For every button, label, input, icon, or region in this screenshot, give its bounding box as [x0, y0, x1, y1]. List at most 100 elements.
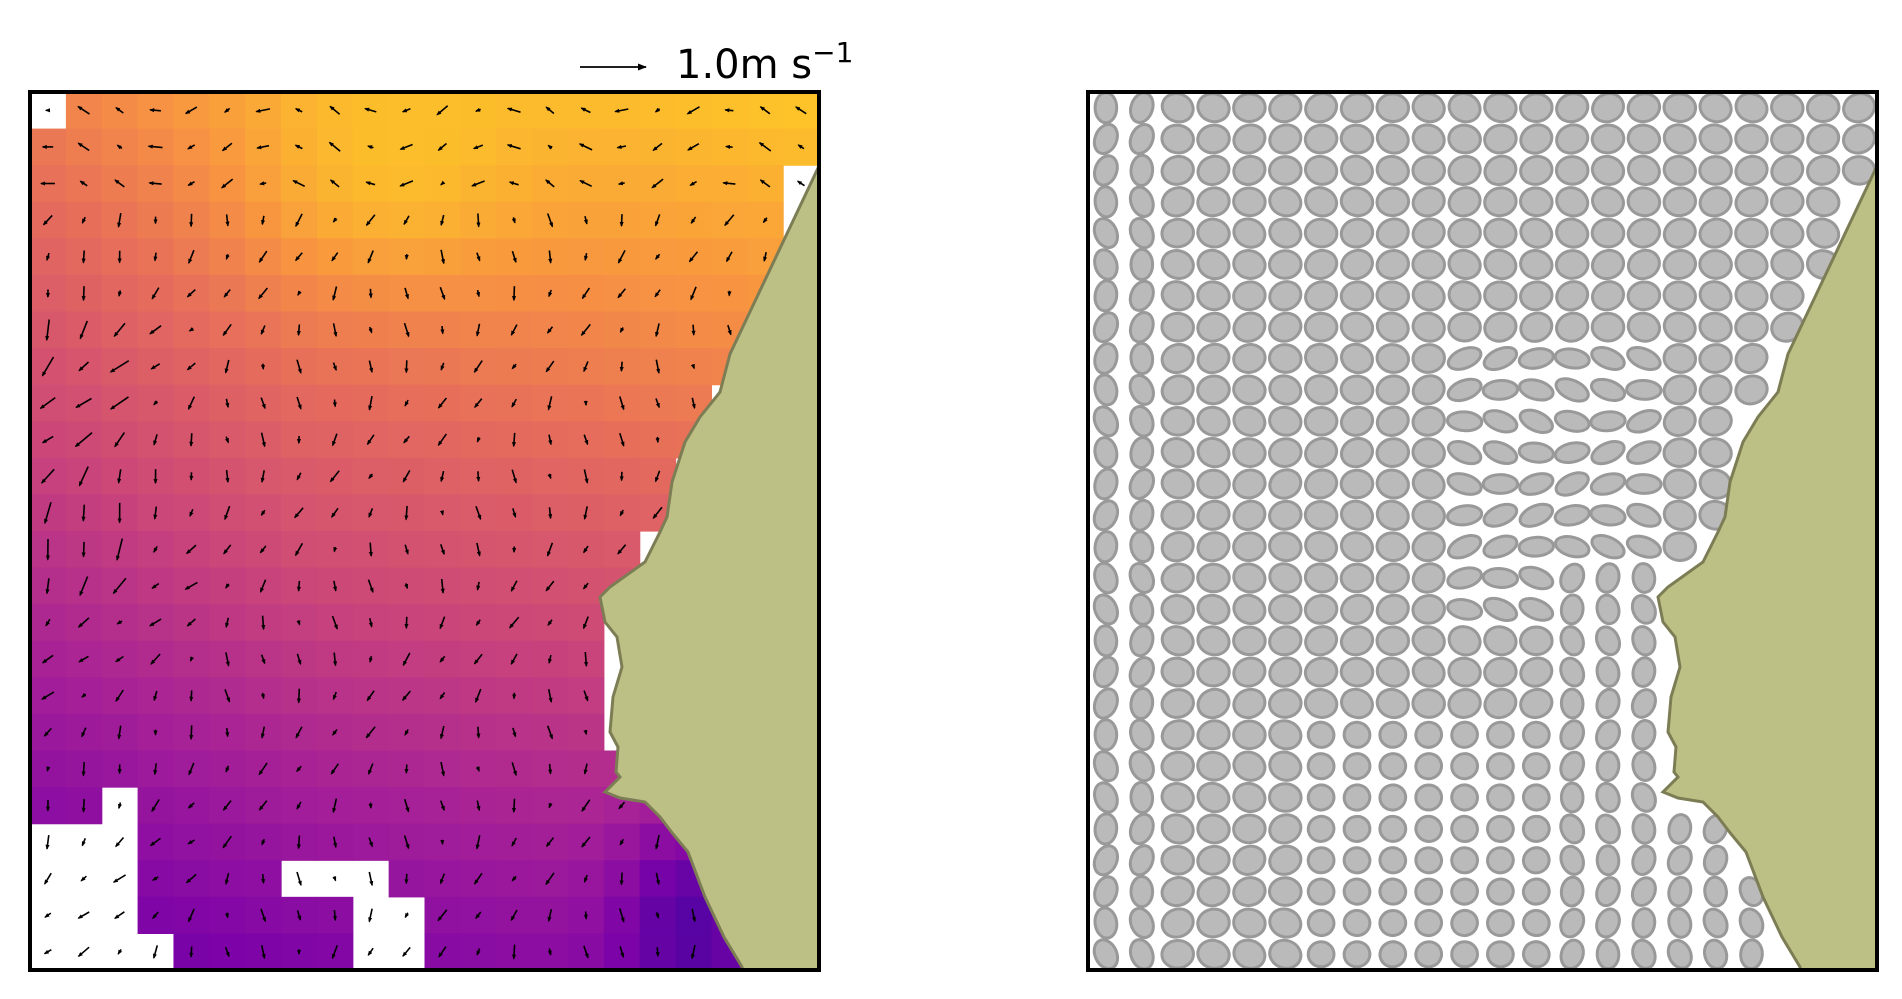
velocity-vector	[261, 874, 266, 885]
ellipse-marker	[1483, 92, 1518, 124]
land-mask-right	[1656, 92, 1877, 970]
velocity-vector	[689, 180, 698, 186]
ellipse-marker	[1483, 656, 1518, 688]
ellipse-marker	[1482, 345, 1519, 372]
velocity-vector	[224, 436, 230, 444]
ellipse-marker	[1447, 625, 1482, 657]
velocity-vector	[547, 689, 553, 704]
velocity-vector	[473, 872, 483, 885]
ellipse-marker	[1734, 92, 1769, 124]
velocity-vector	[548, 654, 553, 664]
velocity-vector	[437, 397, 448, 409]
ellipse-marker	[1559, 875, 1585, 908]
ellipse-marker	[1414, 814, 1444, 843]
ellipse-marker	[1339, 217, 1375, 249]
velocity-vector	[81, 727, 87, 738]
velocity-vector	[115, 538, 124, 561]
velocity-vector	[260, 692, 265, 700]
ellipse-marker	[1128, 562, 1155, 594]
velocity-vector	[81, 504, 86, 522]
velocity-vector	[476, 800, 481, 812]
velocity-vector	[260, 944, 266, 960]
ellipse-marker	[1517, 347, 1555, 370]
ellipse-marker	[1594, 625, 1622, 657]
ellipse-marker	[1805, 186, 1841, 218]
ellipse-marker	[1553, 347, 1591, 370]
ellipse-marker	[1662, 343, 1698, 374]
velocity-vector	[189, 433, 194, 447]
ellipse-marker	[1447, 92, 1482, 124]
velocity-vector	[763, 252, 768, 262]
ellipse-marker	[1268, 186, 1303, 218]
ellipse-marker	[1770, 123, 1805, 155]
ellipse-marker	[1375, 186, 1411, 218]
ellipse-marker	[1595, 687, 1621, 720]
velocity-vector	[690, 944, 696, 960]
velocity-vector	[619, 432, 625, 447]
ellipse-marker	[1092, 122, 1119, 156]
velocity-vector	[225, 617, 230, 629]
ellipse-marker	[1589, 377, 1627, 402]
ellipse-marker	[1378, 720, 1408, 749]
ellipse-marker	[1232, 437, 1267, 468]
velocity-vector	[619, 872, 624, 886]
ellipse-marker	[1129, 247, 1155, 282]
velocity-vector	[796, 180, 805, 187]
velocity-vector	[617, 181, 625, 186]
ellipse-marker	[1092, 499, 1120, 532]
velocity-vector	[78, 361, 90, 372]
velocity-vector	[152, 911, 159, 920]
ellipse-marker	[1375, 593, 1410, 626]
velocity-vector	[224, 946, 230, 958]
ellipse-marker	[1483, 280, 1518, 312]
velocity-vector	[758, 142, 772, 152]
velocity-vector	[581, 836, 591, 848]
ellipse-marker	[1339, 405, 1375, 437]
ellipse-marker	[1375, 343, 1411, 374]
velocity-vector	[471, 180, 485, 187]
velocity-vector	[511, 469, 517, 484]
velocity-vector	[584, 652, 589, 668]
ellipse-marker	[1375, 311, 1410, 343]
ellipse-marker	[1411, 374, 1446, 406]
velocity-vector	[333, 546, 338, 553]
ellipse-marker	[1770, 92, 1805, 124]
ellipse-marker	[1093, 718, 1119, 752]
ellipse-marker	[1092, 655, 1119, 689]
velocity-vector	[368, 542, 373, 558]
ellipse-marker	[1128, 279, 1155, 312]
velocity-vector	[221, 142, 233, 152]
ellipse-marker	[1306, 877, 1336, 906]
ellipse-marker	[1555, 123, 1590, 155]
velocity-vector	[548, 763, 553, 775]
velocity-vector	[404, 399, 409, 407]
ellipse-marker	[1734, 342, 1769, 375]
velocity-vector	[546, 542, 554, 557]
velocity-vector	[114, 179, 125, 188]
velocity-vector	[403, 435, 410, 444]
velocity-vector	[690, 363, 695, 370]
velocity-vector	[46, 252, 51, 262]
ellipse-marker	[1734, 280, 1769, 312]
velocity-vector	[116, 620, 123, 625]
ellipse-marker	[1518, 472, 1555, 496]
quiver-key-text: 1.0m s	[676, 42, 812, 88]
ellipse-marker	[1411, 531, 1446, 563]
velocity-vector	[259, 545, 267, 554]
velocity-vector	[152, 945, 159, 959]
ellipse-marker	[1481, 567, 1520, 589]
velocity-vector	[224, 689, 231, 703]
velocity-vector	[296, 765, 302, 773]
ellipse-marker	[1553, 504, 1591, 527]
ellipse-marker	[1196, 92, 1231, 124]
velocity-vector	[691, 324, 696, 336]
velocity-vector	[224, 505, 231, 521]
ellipse-marker	[1342, 908, 1372, 938]
ellipse-marker	[1268, 437, 1303, 468]
ellipse-marker	[1519, 311, 1554, 343]
velocity-vector	[187, 802, 195, 809]
ellipse-marker	[1232, 781, 1267, 814]
ellipse-marker	[1482, 440, 1519, 465]
ellipse-marker	[1519, 249, 1554, 280]
ellipse-marker	[1129, 405, 1155, 438]
